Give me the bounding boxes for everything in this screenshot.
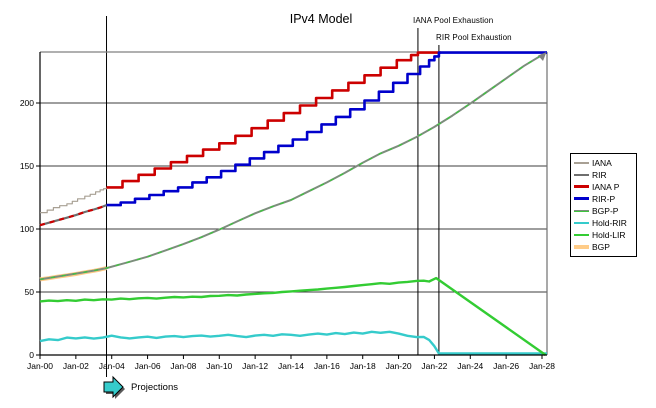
legend-swatch (574, 197, 589, 201)
iana-pool-exhaustion-label: IANA Pool Exhaustion (413, 16, 494, 25)
y-tick-label: 0 (29, 350, 34, 360)
projection-arrow-icon (103, 375, 125, 399)
x-tick-label: Jan-04 (99, 361, 125, 371)
x-tick-label: Jan-10 (206, 361, 232, 371)
y-tick-label: 150 (20, 161, 34, 171)
series-IANA (40, 187, 108, 214)
series-RIR-P (106, 51, 547, 207)
projections-label: Projections (131, 381, 178, 393)
legend-label: Hold-RIR (592, 218, 627, 229)
legend-swatch (574, 185, 589, 189)
series-IANA P (106, 51, 441, 189)
legend-label: RIR (592, 169, 607, 180)
series-BGP-P-overlay (39, 51, 548, 281)
x-tick-label: Jan-06 (135, 361, 161, 371)
x-tick-label: Jan-08 (170, 361, 196, 371)
legend-item-rir-p: RIR-P (574, 193, 633, 204)
x-tick-label: Jan-16 (314, 361, 340, 371)
legend-swatch (574, 210, 589, 213)
legend-item-bgp: BGP (574, 242, 633, 253)
legend-label: BGP (592, 242, 610, 253)
legend-swatch (574, 161, 589, 164)
series-Hold-LIR (39, 276, 547, 356)
x-tick-label: Jan-00 (27, 361, 53, 371)
legend-swatch (574, 245, 589, 250)
x-tick-label: Jan-22 (421, 361, 447, 371)
legend-label: IANA P (592, 181, 620, 192)
legend-item-iana: IANA (574, 157, 633, 168)
series-end-arrow-icon (538, 52, 547, 61)
y-tick-label: 200 (20, 98, 34, 108)
legend-item-hold-rir: Hold-RIR (574, 218, 633, 229)
x-tick-label: Jan-24 (457, 361, 483, 371)
legend-item-rir: RIR (574, 169, 633, 180)
x-tick-label: Jan-20 (386, 361, 412, 371)
x-tick-label: Jan-28 (529, 361, 555, 371)
legend-swatch (574, 222, 589, 225)
legend-label: RIR-P (592, 193, 616, 204)
legend-item-iana-p: IANA P (574, 181, 633, 192)
series-Hold-RIR (39, 330, 547, 355)
rir-pool-exhaustion-label: RIR Pool Exhaustion (436, 33, 512, 42)
x-tick-label: Jan-02 (63, 361, 89, 371)
projections-callout: Projections (100, 374, 178, 400)
legend-swatch (574, 173, 589, 176)
legend-label: IANA (592, 157, 612, 168)
x-tick-label: Jan-18 (350, 361, 376, 371)
series-RIR-overlay (39, 204, 107, 227)
x-tick-label: Jan-26 (493, 361, 519, 371)
x-tick-label: Jan-14 (278, 361, 304, 371)
y-tick-label: 50 (25, 287, 35, 297)
legend-swatch (574, 234, 589, 237)
x-tick-label: Jan-12 (242, 361, 268, 371)
y-tick-label: 100 (20, 224, 34, 234)
legend: IANA RIR IANA P RIR-P BGP-P Hold-RIR Hold-LIR B… (570, 153, 637, 257)
legend-label: Hold-LIR (592, 230, 626, 241)
legend-item-bgp-p: BGP-P (574, 206, 633, 217)
legend-label: BGP-P (592, 206, 619, 217)
chart-title: IPv4 Model (289, 12, 353, 26)
legend-item-hold-lir: Hold-LIR (574, 230, 633, 241)
